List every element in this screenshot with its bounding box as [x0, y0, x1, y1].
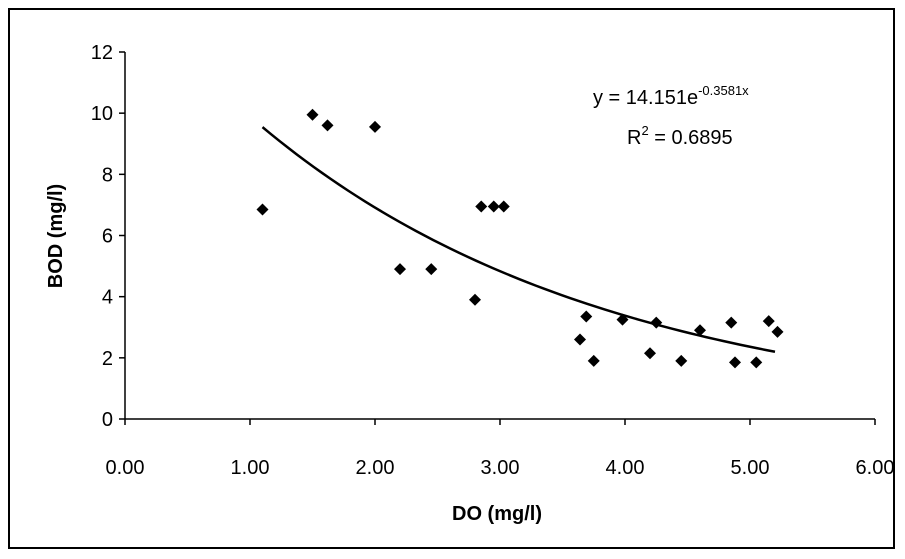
y-tick-label: 6	[102, 226, 113, 248]
y-tick-label: 12	[91, 42, 113, 64]
x-tick-label: 4.00	[606, 457, 645, 479]
y-tick-label: 4	[102, 287, 113, 309]
equation-exponent: -0.3581x	[698, 83, 749, 98]
data-point	[475, 200, 488, 213]
x-tick-label: 2.00	[356, 457, 395, 479]
trendline	[261, 126, 776, 353]
data-point	[487, 200, 500, 213]
r2-base: R	[627, 127, 641, 149]
y-tick-label: 0	[102, 409, 113, 431]
trendline-equation: y = 14.151e-0.3581x	[593, 83, 749, 109]
equation-base: y = 14.151e	[593, 87, 698, 109]
data-point	[587, 354, 600, 367]
x-tick-label: 3.00	[481, 457, 520, 479]
x-axis-title: DO (mg/l)	[452, 503, 542, 525]
data-points	[256, 108, 784, 369]
data-point	[425, 263, 438, 276]
data-point	[469, 293, 481, 306]
x-tick-label: 0.00	[106, 457, 145, 479]
data-point	[725, 316, 738, 329]
data-point	[580, 310, 593, 323]
data-point	[750, 356, 763, 369]
data-point	[729, 356, 741, 369]
data-point	[771, 325, 784, 338]
y-tick-label: 2	[102, 348, 113, 370]
x-tick-label: 6.00	[856, 457, 895, 479]
data-point	[762, 315, 775, 328]
y-tick-label: 8	[102, 164, 113, 186]
data-point	[369, 120, 381, 133]
data-point	[497, 200, 510, 213]
x-tick-label: 5.00	[731, 457, 770, 479]
y-tick-label: 10	[91, 103, 113, 125]
data-point	[574, 333, 586, 346]
data-point	[616, 313, 629, 326]
data-point	[694, 324, 706, 337]
r2-value: = 0.6895	[649, 127, 733, 149]
data-point	[256, 203, 269, 216]
y-axis-title: BOD (mg/l)	[45, 184, 67, 288]
data-point	[306, 108, 319, 121]
data-point	[394, 263, 406, 276]
chart-frame	[8, 8, 895, 549]
axes	[119, 51, 876, 425]
tick-labels: 0 2 4 6 8 10 12 0.00 1.00 2.00 3.00 4.00 5.00 6.00	[91, 42, 895, 479]
data-point	[650, 316, 663, 329]
data-point	[675, 354, 688, 367]
r2-exponent: 2	[641, 123, 648, 138]
data-point	[644, 347, 656, 360]
x-tick-label: 1.00	[231, 457, 270, 479]
data-point	[321, 119, 334, 132]
r-squared-label: R2 = 0.6895	[627, 123, 733, 149]
